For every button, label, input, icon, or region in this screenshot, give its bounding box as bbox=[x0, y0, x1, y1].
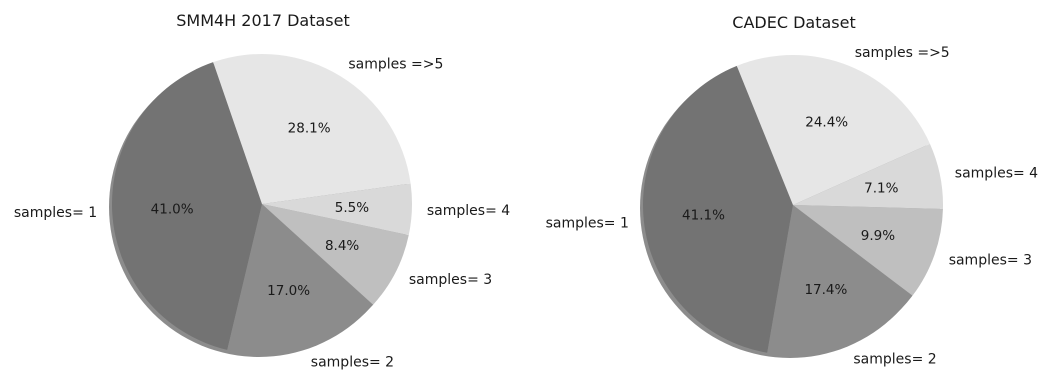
pie-slice-samples-3 bbox=[793, 205, 943, 296]
slice-label-samples-2: samples= 2 bbox=[311, 355, 394, 370]
slice-label-samples-5: samples =>5 bbox=[855, 45, 950, 61]
pie-slice-samples-1 bbox=[642, 65, 793, 353]
slice-label-samples-1: samples= 1 bbox=[546, 215, 629, 231]
pie-slice-samples-4 bbox=[793, 143, 944, 209]
pct-label-samples-4: 7.1% bbox=[864, 180, 898, 196]
slice-label-samples-4: samples= 4 bbox=[427, 203, 510, 219]
slice-label-samples-3: samples= 3 bbox=[409, 272, 492, 288]
pie-slice-samples-2 bbox=[767, 205, 913, 356]
pct-label-samples-2: 17.4% bbox=[804, 282, 847, 298]
pie-slice-samples-4 bbox=[262, 183, 412, 236]
slice-label-samples-4: samples= 4 bbox=[955, 166, 1038, 182]
pie-chart-smm4h: 41.0% samples= 1 17.0% samples= 2 8.4% sample… bbox=[14, 11, 510, 370]
pct-label-samples-1: 41.0% bbox=[151, 201, 194, 217]
slice-label-samples-5: samples =>5 bbox=[348, 56, 443, 72]
pct-label-samples-5: 24.4% bbox=[805, 115, 848, 131]
pie-chart-cadec: 41.1% samples= 1 17.4% samples= 2 9.9% sample… bbox=[546, 13, 1039, 368]
pie-slice-samples-3 bbox=[262, 204, 409, 305]
pct-label-samples-5: 28.1% bbox=[288, 120, 331, 136]
pie-slice-samples-2 bbox=[227, 204, 374, 355]
pct-label-samples-1: 41.1% bbox=[682, 208, 725, 224]
pct-label-samples-2: 17.0% bbox=[267, 283, 310, 299]
slice-label-samples-3: samples= 3 bbox=[949, 253, 1032, 269]
slice-label-samples-1: samples= 1 bbox=[14, 205, 97, 221]
pie-slice-samples-5 bbox=[213, 53, 411, 205]
pct-label-samples-4: 5.5% bbox=[335, 200, 369, 216]
pct-label-samples-3: 8.4% bbox=[325, 238, 359, 254]
pie-slice-samples-1 bbox=[111, 62, 262, 350]
pie-slice-samples-5 bbox=[736, 55, 930, 205]
chart-title: SMM4H 2017 Dataset bbox=[176, 11, 350, 30]
slice-label-samples-2: samples= 2 bbox=[853, 352, 936, 368]
pct-label-samples-3: 9.9% bbox=[861, 228, 895, 244]
chart-title: CADEC Dataset bbox=[732, 13, 855, 32]
